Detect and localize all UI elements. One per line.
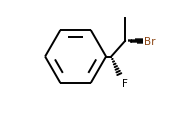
Text: F: F: [122, 78, 127, 88]
Text: Br: Br: [144, 37, 155, 47]
